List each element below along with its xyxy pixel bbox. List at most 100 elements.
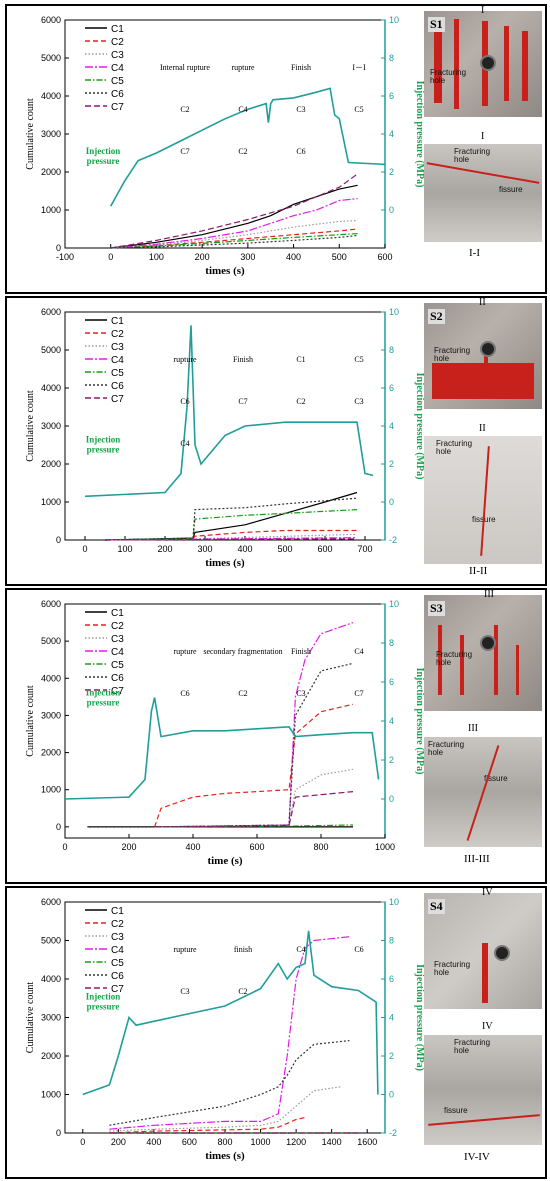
annotation-label: Finish xyxy=(233,355,253,364)
x-tick-label: 600 xyxy=(182,1137,197,1147)
x-tick-label: 800 xyxy=(313,842,328,852)
legend-label-c6: C6 xyxy=(111,971,124,982)
y2-tick-label: 4 xyxy=(389,1013,394,1023)
y-tick-label: 2000 xyxy=(41,1051,61,1061)
section-mark-top: I xyxy=(481,5,485,16)
injection-pressure-label-line2: pressure xyxy=(87,156,120,166)
series-line-injection-pressure xyxy=(64,697,380,800)
series-line-c7 xyxy=(110,173,358,249)
legend-label-c3: C3 xyxy=(111,634,124,645)
y-tick-label: 6000 xyxy=(41,307,61,317)
legend-label-c6: C6 xyxy=(111,673,124,684)
y2-axis-label: Injection pressure (MPa) xyxy=(414,668,425,775)
x-tick-label: 1000 xyxy=(251,1137,271,1147)
x-tick-label: 1200 xyxy=(286,1137,306,1147)
series-line-c4 xyxy=(109,936,350,1130)
legend-label-c1: C1 xyxy=(111,316,124,327)
x-tick-label: 400 xyxy=(237,544,252,554)
x-axis-label: times (s) xyxy=(205,265,245,277)
panel-s4: 0 200 400 600 800 1000 1200 1400 1600 0 1000 2000 30… xyxy=(5,886,547,1179)
series-group xyxy=(110,87,386,249)
legend-label-c4: C4 xyxy=(111,647,124,658)
annotation-label: C3 xyxy=(354,397,363,406)
fracturing-hole-label: Fracturing hole xyxy=(434,346,471,363)
fracturing-hole-label-section: Fracturing hole xyxy=(454,1038,491,1055)
x-tick-label: 0 xyxy=(108,252,113,262)
series-line-c6 xyxy=(110,234,358,249)
series-line-c3 xyxy=(154,768,354,828)
section-photo-s3: Fracturing hole fissure xyxy=(424,737,542,847)
specimen-tag: S4 xyxy=(428,899,445,914)
y-tick-label: 6000 xyxy=(41,15,61,25)
fracturing-hole-label-section: Fracturing hole xyxy=(428,740,465,757)
panel-s3: 0 200 400 600 800 1000 0 1000 2000 3000 4000 5000 60… xyxy=(5,588,547,884)
x-axis-label: times (s) xyxy=(205,1150,245,1162)
x-tick-label: 300 xyxy=(197,544,212,554)
legend-label-c7: C7 xyxy=(111,984,124,995)
x-tick-label: 1400 xyxy=(322,1137,342,1147)
series-line-c7 xyxy=(104,538,358,541)
x-axis-label: times (s) xyxy=(205,557,245,569)
fracturing-hole-marker xyxy=(480,341,496,357)
series-group xyxy=(64,622,380,828)
section-name: I-I xyxy=(469,247,480,259)
legend-label-c6: C6 xyxy=(111,89,124,100)
x-tick-label: 600 xyxy=(317,544,332,554)
y2-tick-label: 6 xyxy=(389,677,394,687)
annotation-label: C7 xyxy=(354,689,363,698)
annotation-label: rupture xyxy=(173,647,197,656)
annotation-label: I－I xyxy=(352,63,366,72)
x-tick-label: 200 xyxy=(157,544,172,554)
annotation-label: C7 xyxy=(180,147,189,156)
y2-tick-label: 10 xyxy=(389,15,399,25)
specimen-photo-s2: S2 Fracturing hole xyxy=(424,303,542,409)
series-line-c5 xyxy=(110,233,358,249)
y2-tick-label: 8 xyxy=(389,53,394,63)
y-tick-label: 4000 xyxy=(41,673,61,683)
series-line-injection-pressure xyxy=(110,87,386,207)
legend-label-c1: C1 xyxy=(111,24,124,35)
x-tick-label: 0 xyxy=(82,544,87,554)
specimen-tag: S2 xyxy=(428,309,445,324)
section-mark-bottom: II xyxy=(479,423,486,434)
chart-1: -100 0 100 200 300 400 500 60001000200030004000… xyxy=(25,15,425,277)
legend-label-c7: C7 xyxy=(111,102,124,113)
legend-label-c6: C6 xyxy=(111,381,124,392)
x-tick-label: -100 xyxy=(56,252,74,262)
x-tick-label: 0 xyxy=(62,842,67,852)
injection-pressure-label-line2: pressure xyxy=(87,697,120,707)
injection-pressure-label: Injection xyxy=(86,992,121,1002)
y2-tick-label: -2 xyxy=(389,1128,397,1138)
y-tick-label: 6000 xyxy=(41,897,61,907)
series-line-c2 xyxy=(110,228,358,249)
fracturing-hole-label-section: Fracturing hole xyxy=(436,439,473,456)
y-tick-label: 1000 xyxy=(41,497,61,507)
y-tick-label: 2000 xyxy=(41,459,61,469)
legend-label-c2: C2 xyxy=(111,329,124,340)
y-tick-label: 2000 xyxy=(41,167,61,177)
annotation-label: rupture xyxy=(173,355,197,364)
x-tick-label: 100 xyxy=(149,252,164,262)
annotation-label: C3 xyxy=(180,987,189,996)
annotation-label: C4 xyxy=(354,647,363,656)
legend-label-c5: C5 xyxy=(111,958,124,969)
y-axis-label: Cumulative count xyxy=(25,98,36,170)
x-tick-label: 700 xyxy=(357,544,372,554)
y-tick-label: 0 xyxy=(56,243,61,253)
fracturing-hole-label-section: Fracturing hole xyxy=(454,147,491,164)
x-tick-label: 400 xyxy=(286,252,301,262)
specimen-photo-s1: S1 Fracturing hole xyxy=(424,11,542,117)
y2-tick-label: -2 xyxy=(389,535,397,545)
x-tick-label: 500 xyxy=(332,252,347,262)
y2-tick-label: 4 xyxy=(389,716,394,726)
y2-tick-label: 10 xyxy=(389,307,399,317)
y-tick-label: 3000 xyxy=(41,710,61,720)
panel-s2: 0 100 200 300 400 500 600 700 0 1000 2000 3000 4000 5… xyxy=(5,296,547,586)
annotation-label: C6 xyxy=(296,147,305,156)
injection-pressure-label: Injection xyxy=(86,146,121,156)
section-photo-s1: Fracturing hole fissure xyxy=(424,144,542,242)
section-mark-top: IV xyxy=(482,887,493,898)
y2-tick-label: 0 xyxy=(389,794,394,804)
fracturing-hole-label: Fracturing hole xyxy=(436,650,473,667)
x-tick-label: 1000 xyxy=(375,842,395,852)
